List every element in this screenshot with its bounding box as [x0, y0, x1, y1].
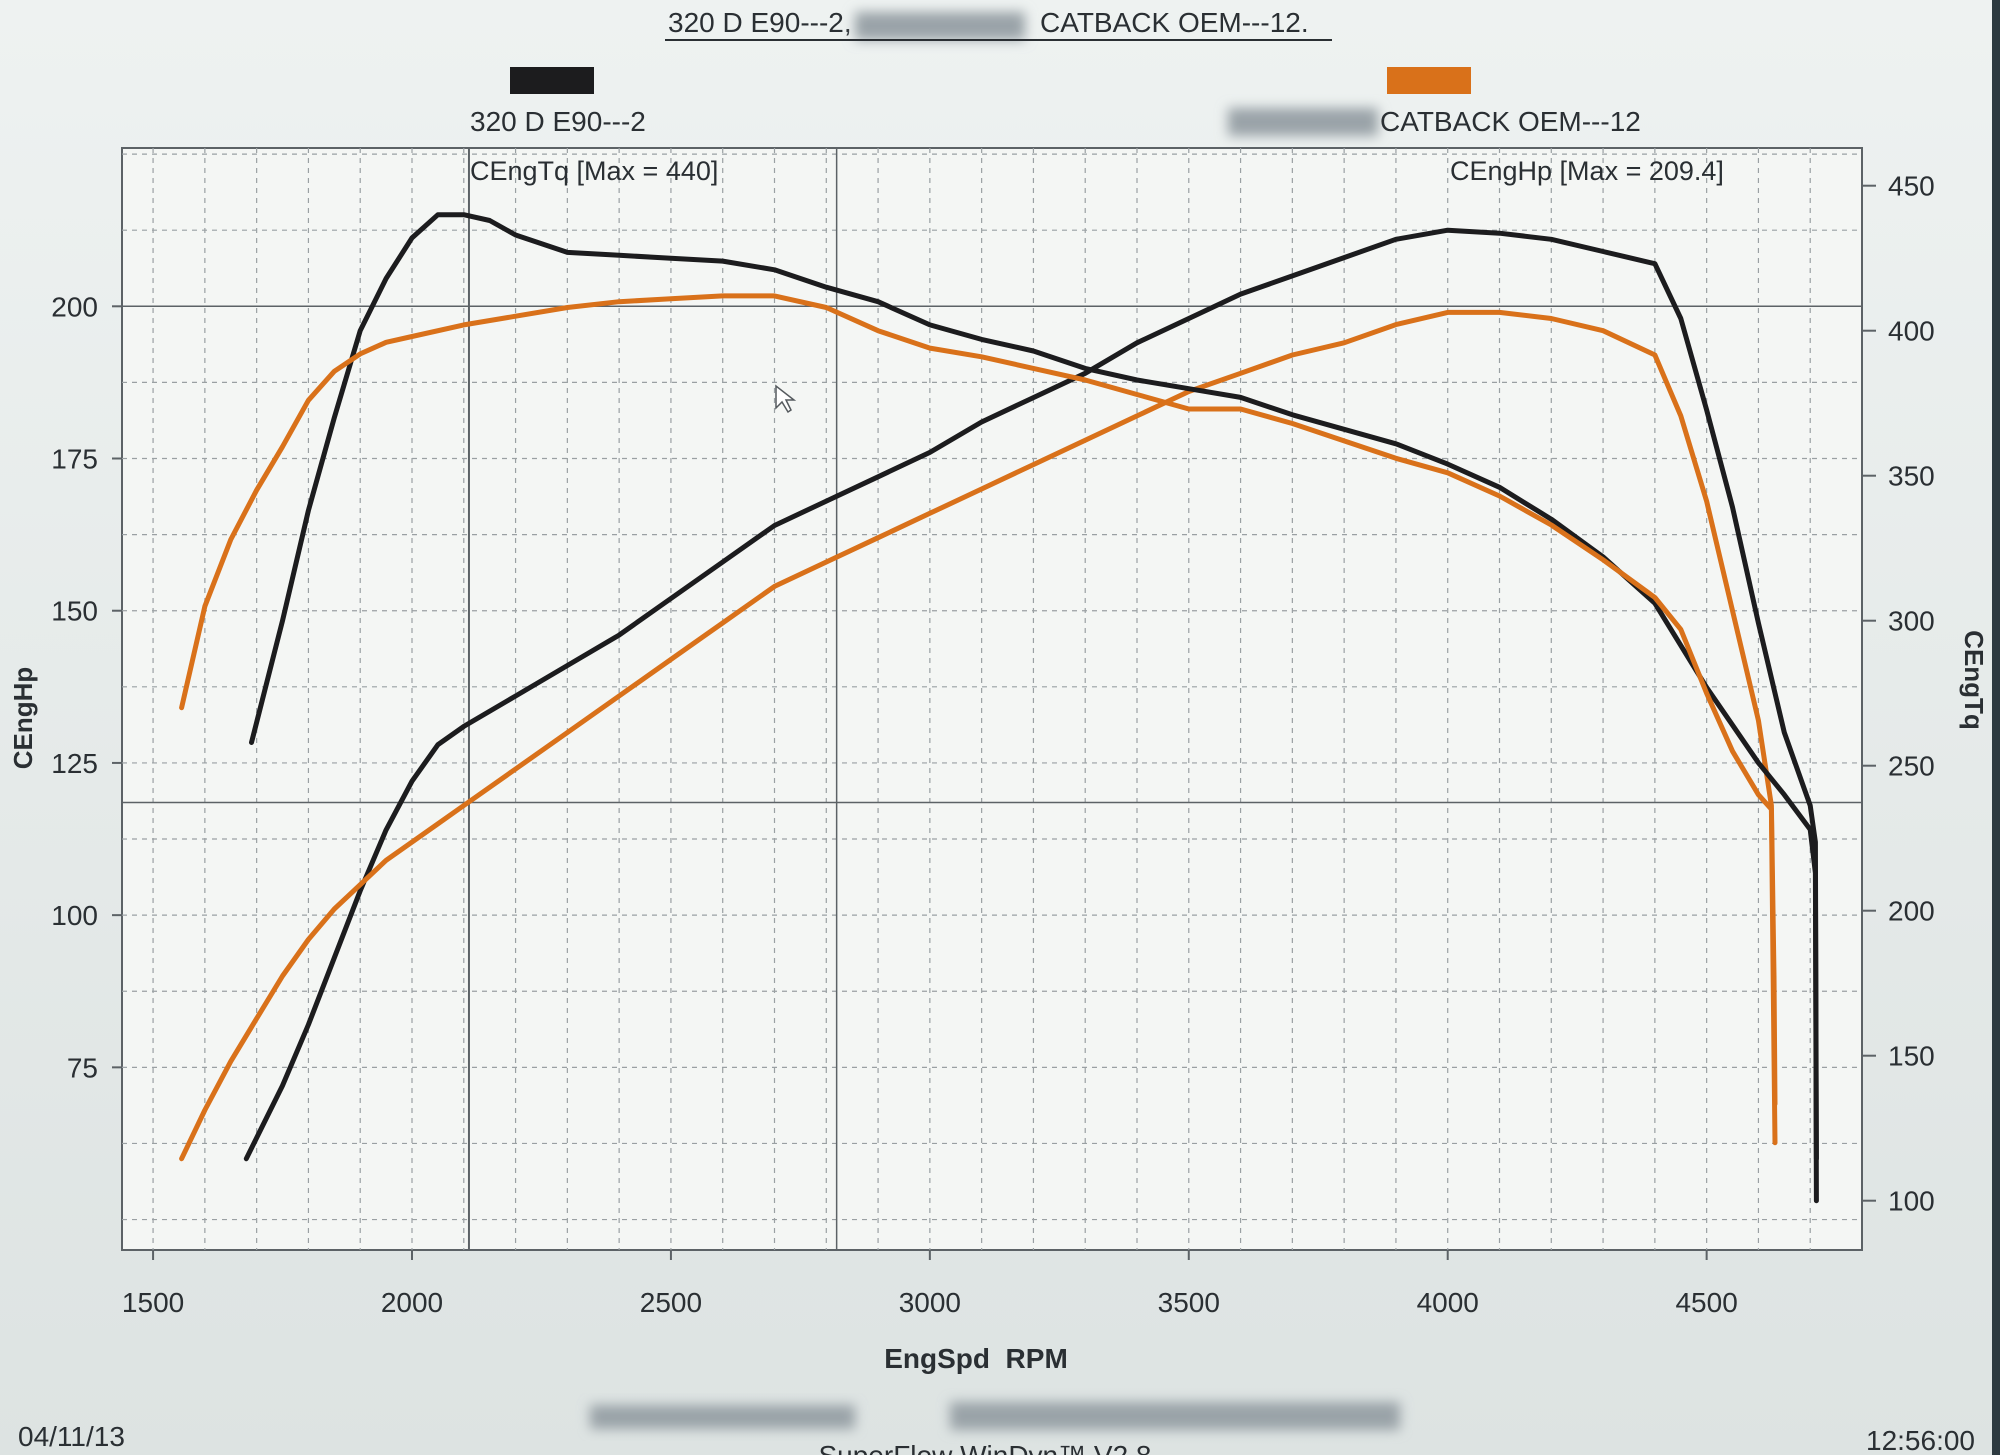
- y-right-tick-label: 100: [1888, 1186, 1935, 1217]
- legend-label-series1: 320 D E90---2: [470, 106, 646, 137]
- y-left-tick-label: 150: [51, 596, 98, 627]
- series-line-cenghp-catback-oem-12: [179, 309, 1778, 1162]
- y-left-tick-label: 200: [51, 291, 98, 322]
- footer-software: SuperFlow WinDyn™ V2.8: [818, 1440, 1151, 1455]
- y-left-tick-label: 100: [51, 900, 98, 931]
- x-tick-label: 2500: [640, 1287, 702, 1318]
- footer-time: 12:56:00: [1866, 1425, 1975, 1455]
- y-left-tick-label: 75: [67, 1052, 98, 1083]
- y-axis-right-title: CEngTq: [1959, 630, 1989, 730]
- series-line-cenghp-320-d-e90-2: [243, 227, 1819, 1162]
- x-axis-title: EngSpd RPM: [884, 1343, 1068, 1374]
- legend: 320 D E90---2 CATBACK OEM---12: [470, 67, 1641, 137]
- legend-label-series2: CATBACK OEM---12: [1380, 106, 1641, 137]
- y-axis-left-title: CEngHp: [8, 667, 38, 770]
- axes: 1500 2000 2500 3000 3500 4000 4500 75 100 125 150 1…: [51, 171, 1934, 1318]
- legend-swatch-series2: [1387, 67, 1471, 94]
- y-left-tick-label: 175: [51, 444, 98, 475]
- y-right-tick-label: 400: [1888, 316, 1935, 347]
- redacted-footer-block-2: [950, 1402, 1400, 1430]
- y-right-tick-label: 250: [1888, 751, 1935, 782]
- y-right-tick-label: 350: [1888, 461, 1935, 492]
- title-part1: 320 D E90---2,: [668, 7, 852, 38]
- photo-edge: [1992, 0, 2000, 1455]
- data-series: [179, 212, 1819, 1204]
- redacted-footer-block-1: [590, 1405, 855, 1429]
- axis-titles: EngSpd RPM CEngHp CEngTq: [8, 630, 1989, 1374]
- series-line-cengtq-catback-oem-12: [179, 293, 1778, 1146]
- y-right-tick-label: 200: [1888, 896, 1935, 927]
- y-left-tick-label: 125: [51, 748, 98, 779]
- series-line-cengtq-320-d-e90-2: [249, 212, 1819, 1204]
- x-tick-label: 4000: [1417, 1287, 1479, 1318]
- title-part2: CATBACK OEM---12.: [1040, 7, 1309, 38]
- y-right-tick-label: 300: [1888, 606, 1935, 637]
- plot-frame: [121, 147, 1863, 1251]
- x-tick-label: 2000: [381, 1287, 443, 1318]
- redacted-legend-block: [1228, 108, 1378, 136]
- x-tick-label: 4500: [1675, 1287, 1737, 1318]
- chart-header: 320 D E90---2, CATBACK OEM---12.: [665, 7, 1332, 41]
- plot-annotations: CEngTq [Max = 440] CEngHp [Max = 209.4]: [470, 156, 1724, 186]
- redacted-title-block: [855, 12, 1025, 40]
- y-right-tick-label: 150: [1888, 1041, 1935, 1072]
- chart-footer: 04/11/13 SuperFlow WinDyn™ V2.8 12:56:00: [18, 1402, 1975, 1455]
- y-right-tick-label: 450: [1888, 171, 1935, 202]
- x-tick-label: 3500: [1158, 1287, 1220, 1318]
- plot-grid: [121, 147, 1863, 1251]
- x-tick-label: 3000: [899, 1287, 961, 1318]
- torque-max-annotation: CEngTq [Max = 440]: [470, 156, 718, 186]
- x-tick-label: 1500: [122, 1287, 184, 1318]
- footer-date: 04/11/13: [18, 1421, 125, 1452]
- hp-max-annotation: CEngHp [Max = 209.4]: [1450, 156, 1724, 186]
- mouse-cursor-icon: [775, 384, 797, 414]
- legend-swatch-series1: [510, 67, 594, 94]
